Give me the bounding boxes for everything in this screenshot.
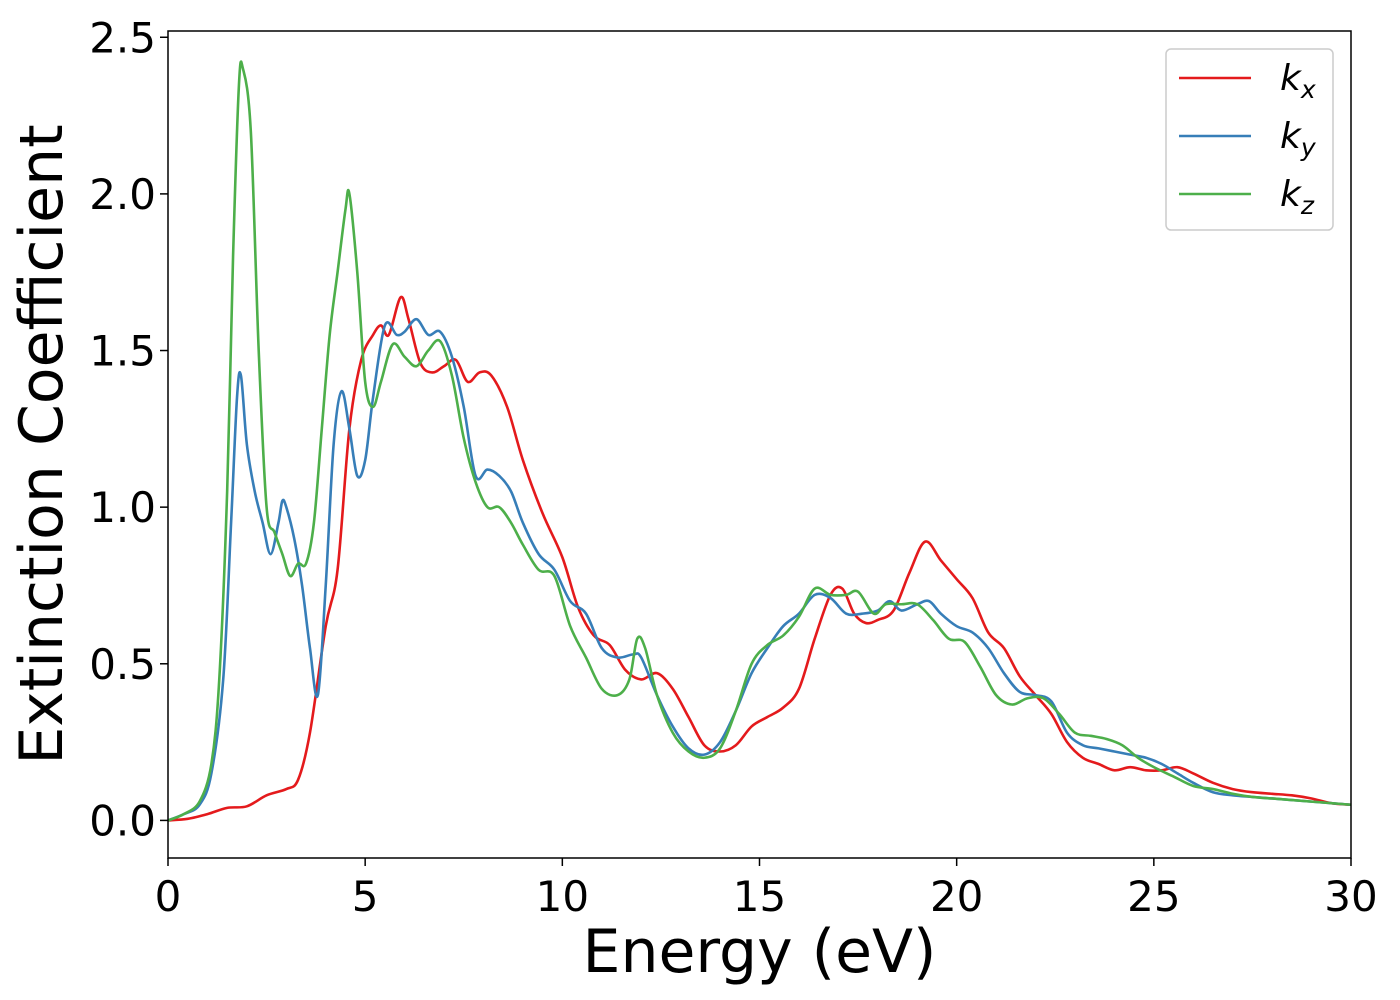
x-tick-label: 15 xyxy=(733,872,786,921)
legend-label: kx xyxy=(1280,58,1316,104)
series-line-k-z xyxy=(168,60,1351,822)
ticks-layer: 0 5 10 15 20 25 30 0.0 0.5 1.0 1.5 2.0 2.5 xyxy=(89,13,1378,921)
series-line-k-x xyxy=(168,295,1351,822)
x-tick-label: 0 xyxy=(155,872,182,921)
legend-box xyxy=(1165,48,1334,231)
legend-item-k-x: kx xyxy=(1179,58,1316,104)
legend: kx ky kz xyxy=(1165,48,1334,231)
y-tick-label: 2.0 xyxy=(89,170,156,219)
y-tick-label: 1.5 xyxy=(89,327,156,376)
legend-label: kz xyxy=(1280,174,1315,220)
x-tick-label: 20 xyxy=(930,872,983,921)
y-tick-label: 0.0 xyxy=(89,796,156,845)
x-tick-label: 30 xyxy=(1324,872,1377,921)
x-axis-title: Energy (eV) xyxy=(583,917,937,987)
series-line-k-y xyxy=(168,317,1351,822)
y-tick-label: 1.0 xyxy=(89,483,156,532)
y-tick-label: 2.5 xyxy=(89,13,156,62)
legend-item-k-y: ky xyxy=(1179,116,1317,162)
y-tick-label: 0.5 xyxy=(89,640,156,689)
x-tick-label: 10 xyxy=(536,872,589,921)
y-axis-title: Extinction Coefficient xyxy=(7,124,77,764)
x-tick-label: 25 xyxy=(1127,872,1180,921)
legend-item-k-z: kz xyxy=(1179,174,1315,220)
legend-label: ky xyxy=(1280,116,1317,162)
series-layer xyxy=(168,60,1351,822)
x-tick-label: 5 xyxy=(352,872,379,921)
